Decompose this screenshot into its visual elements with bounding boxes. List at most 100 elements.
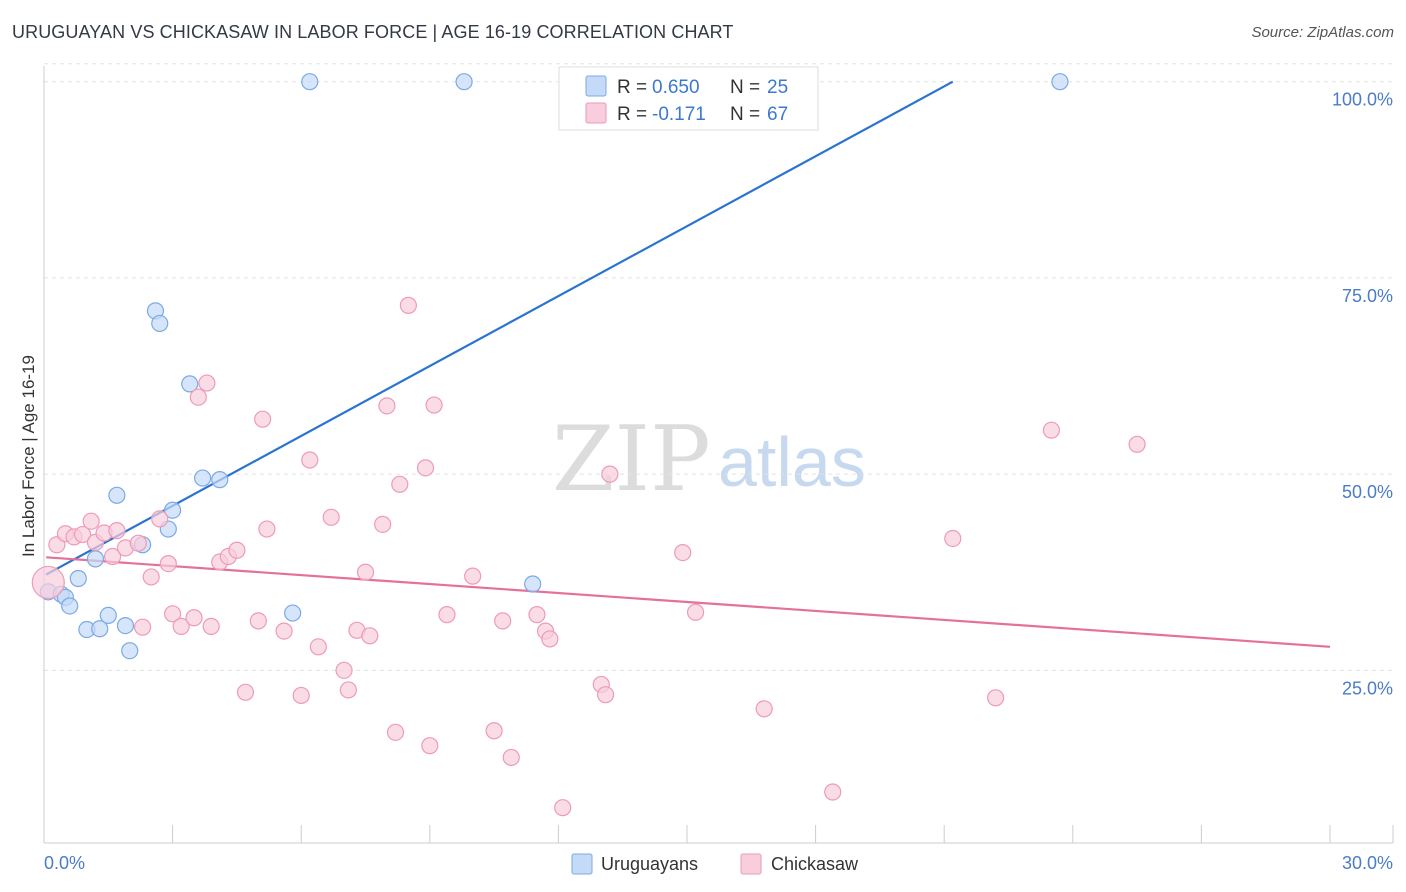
point-chickasaw [391,475,409,493]
point-chickasaw [258,520,276,538]
point-chickasaw [275,622,293,640]
legend-r-value-1: 0.650 [652,77,700,98]
point-uruguayans [211,471,229,489]
scatter-points [31,73,1146,817]
point-uruguayans [151,314,169,333]
bottom-legend-label-uruguayans: Uruguayans [601,854,698,874]
point-chickasaw [108,522,126,540]
y-tick-label: 50.0% [1342,482,1393,502]
point-uruguayans [284,604,302,622]
gridlines [44,63,1393,671]
point-uruguayans [69,569,87,588]
point-chickasaw [339,681,357,699]
legend-r-value-2: -0.171 [652,104,706,125]
point-chickasaw [103,547,122,566]
point-uruguayans [99,606,117,624]
watermark-zip: ZIP [552,407,711,512]
point-chickasaw [416,459,435,477]
point-chickasaw [601,465,619,483]
point-chickasaw [73,525,92,544]
x-tick-label-min: 0.0% [44,853,85,873]
legend-swatch-chickasaw [585,102,607,124]
point-chickasaw [944,529,962,548]
point-chickasaw [164,605,182,623]
point-uruguayans [164,501,182,519]
legend-swatch-uruguayans [585,75,607,97]
point-chickasaw [374,515,392,533]
point-chickasaw [189,388,207,406]
point-chickasaw [301,451,319,469]
point-chickasaw [82,512,100,530]
point-chickasaw [824,783,842,801]
trend-line-uruguayans [45,80,954,576]
point-uruguayans [91,620,109,638]
point-chickasaw [129,534,147,552]
point-chickasaw [322,508,340,526]
point-chickasaw [1128,435,1146,453]
trend-line-chickasaw [46,556,1331,648]
point-chickasaw [228,541,246,559]
point-chickasaw [1042,421,1060,439]
legend-top: R = 0.650 N = 25 R = -0.171 N = 67 [558,66,819,131]
point-chickasaw [151,510,169,528]
point-chickasaw [485,722,503,740]
x-tick-label-max: 30.0% [1342,853,1393,873]
point-chickasaw [133,618,152,636]
point-chickasaw [464,567,482,585]
point-chickasaw [421,737,439,755]
point-chickasaw [292,686,310,705]
y-tick-label: 75.0% [1342,286,1393,306]
legend-r-label-1: R = [617,77,647,98]
point-chickasaw [596,686,615,704]
legend-bottom: Uruguayans Chickasaw [571,853,859,875]
point-chickasaw [356,563,375,581]
point-chickasaw [502,748,520,767]
point-chickasaw [528,606,546,624]
legend-n-label-1: N = [730,77,760,98]
point-uruguayans [116,616,135,635]
point-chickasaw [172,617,190,635]
legend-n-value-2: 67 [767,104,788,125]
source-label: Source: ZipAtlas.com [1251,24,1394,41]
point-chickasaw [309,638,327,656]
point-chickasaw [254,410,272,428]
point-chickasaw [31,565,65,600]
point-chickasaw [361,627,379,645]
point-chickasaw [987,689,1005,707]
axes [43,66,1394,844]
point-chickasaw [159,554,177,573]
point-chickasaw [674,544,692,562]
point-uruguayans [455,73,473,91]
point-uruguayans [301,73,319,91]
point-chickasaw [755,700,773,718]
watermark-atlas: atlas [718,423,866,501]
point-uruguayans [524,575,542,593]
point-chickasaw [438,606,456,624]
point-chickasaw [198,374,216,392]
point-chickasaw [386,723,405,741]
legend-n-value-1: 25 [767,77,788,98]
point-chickasaw [202,617,220,635]
point-uruguayans [61,597,79,615]
point-uruguayans [1051,73,1069,91]
point-uruguayans [194,469,212,487]
point-uruguayans [121,642,139,660]
bottom-legend-swatch-uruguayans [571,853,593,875]
y-tick-labels: 25.0% 50.0% 75.0% 100.0% [1332,90,1393,699]
point-uruguayans [86,550,105,568]
point-chickasaw [335,661,353,679]
point-chickasaw [142,568,160,586]
point-chickasaw [249,612,267,630]
y-tick-label: 25.0% [1342,678,1393,698]
trend-lines [45,80,1331,648]
point-uruguayans [108,486,126,504]
legend-r-label-2: R = [617,104,647,125]
point-uruguayans [181,375,199,393]
bottom-legend-swatch-chickasaw [740,853,762,875]
point-chickasaw [554,799,572,817]
y-tick-label: 100.0% [1332,90,1393,110]
chart-title: URUGUAYAN VS CHICKASAW IN LABOR FORCE | … [12,22,734,42]
point-chickasaw [185,609,203,627]
point-chickasaw [494,612,512,630]
